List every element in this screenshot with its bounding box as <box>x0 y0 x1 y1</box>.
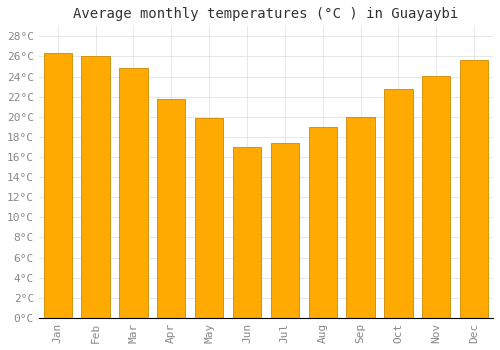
Bar <box>157 99 186 318</box>
Bar <box>233 147 261 318</box>
Bar <box>119 68 148 318</box>
Bar <box>195 118 224 318</box>
Bar <box>82 56 110 318</box>
Bar <box>346 117 375 318</box>
Bar <box>308 127 337 318</box>
Bar <box>44 54 72 318</box>
Bar <box>270 143 299 318</box>
Bar <box>384 89 412 318</box>
Bar <box>460 61 488 318</box>
Title: Average monthly temperatures (°C ) in Guayaybi: Average monthly temperatures (°C ) in Gu… <box>74 7 458 21</box>
Bar <box>422 76 450 318</box>
